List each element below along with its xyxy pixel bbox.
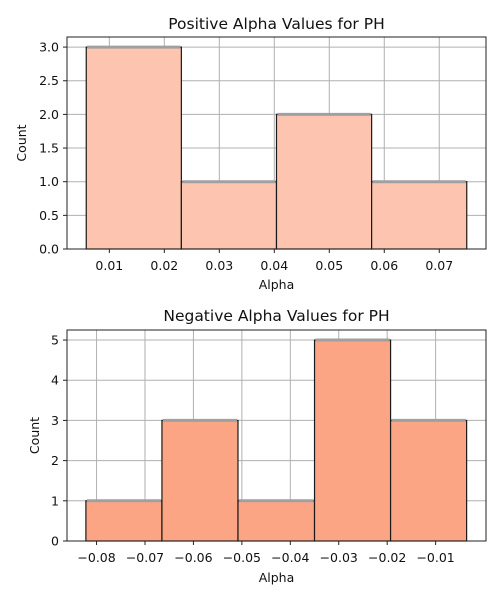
chart-panel-2: −0.08 −0.07 −0.06 −0.05 −0.04 −0.03 −0.02 −0.01… [27, 307, 487, 585]
x-tick-label: −0.01 [416, 550, 454, 565]
x-tick-label: 0.06 [370, 258, 398, 273]
x-tick-label: −0.06 [174, 550, 212, 565]
histogram-bar [237, 500, 316, 542]
x-tick-label: 0.04 [260, 258, 288, 273]
y-tick-label: 0 [51, 534, 59, 549]
plot-frame [66, 329, 487, 542]
y-tick-label: 2.5 [39, 73, 59, 88]
x-tick-label: −0.08 [77, 550, 115, 565]
histogram-bar [313, 339, 392, 542]
x-tick-label: 0.02 [150, 258, 178, 273]
plot-frame [66, 36, 487, 250]
y-tick-label: 1 [51, 493, 59, 508]
chart-title: Negative Alpha Values for PH [163, 307, 389, 325]
x-axis-label: Alpha [259, 277, 295, 292]
chart-title: Positive Alpha Values for PH [168, 15, 385, 33]
y-tick-label: 3 [51, 413, 59, 428]
x-tick-label: 0.07 [425, 258, 453, 273]
histogram-bar [85, 46, 182, 250]
y-tick-label: 2.0 [39, 107, 59, 122]
y-tick-label: 0.5 [39, 208, 59, 223]
y-axis-label: Count [14, 124, 29, 161]
x-tick-label: −0.07 [126, 550, 164, 565]
histogram-bar [180, 181, 278, 250]
x-tick-label: −0.02 [368, 550, 406, 565]
y-tick-label: 0.0 [39, 242, 59, 257]
y-tick-label: 1.0 [39, 174, 59, 189]
y-tick-label: 3.0 [39, 40, 59, 55]
x-tick-label: 0.03 [205, 258, 233, 273]
x-axis-label: Alpha [259, 570, 295, 585]
histogram-bar [85, 500, 163, 542]
x-tick-label: −0.05 [223, 550, 261, 565]
chart-panel-1: 0.01 0.02 0.03 0.04 0.05 0.06 0.07 0.0 0.5 1.0 1.5… [14, 15, 487, 292]
histogram-bar [161, 419, 239, 542]
x-tick-label: −0.03 [320, 550, 358, 565]
y-tick-label: 1.5 [39, 141, 59, 156]
histogram-bar [275, 113, 373, 250]
histogram-bar [389, 419, 468, 542]
y-tick-label: 5 [51, 333, 59, 348]
y-axis-label: Count [27, 417, 42, 454]
x-tick-label: 0.05 [315, 258, 343, 273]
histogram-bar [371, 181, 468, 250]
y-tick-label: 2 [51, 453, 59, 468]
y-tick-label: 4 [51, 373, 59, 388]
x-tick-label: −0.04 [271, 550, 309, 565]
x-tick-label: 0.01 [95, 258, 123, 273]
